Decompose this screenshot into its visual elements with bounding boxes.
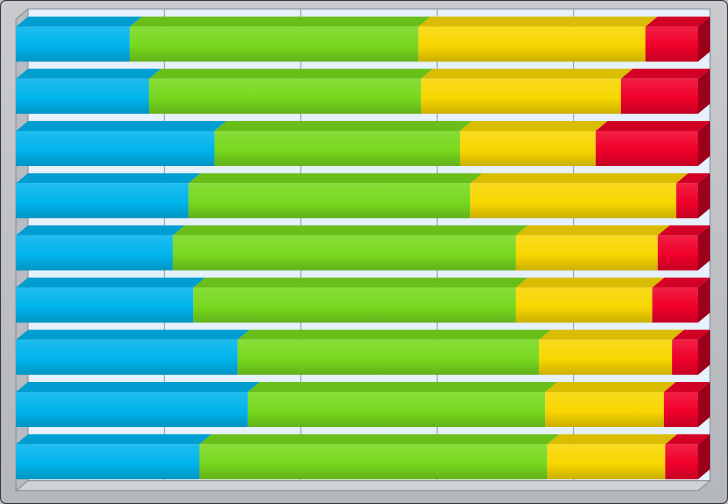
bar-segment-top	[515, 225, 670, 236]
bar-end-cap	[698, 16, 710, 62]
bar-segment-top	[16, 382, 260, 392]
bar-segment-top	[665, 434, 710, 445]
bar-segment-top	[459, 121, 608, 131]
bar-end-cap	[698, 121, 710, 166]
bar-segment	[595, 131, 698, 166]
bar-segment	[193, 287, 516, 323]
bar-segment-top	[595, 121, 710, 131]
bar-segment-top	[199, 434, 560, 445]
bar-segment	[16, 235, 173, 271]
bar-segment-top	[16, 173, 201, 184]
bar-segment	[539, 339, 673, 375]
bar-segment-top	[652, 277, 710, 288]
bar-segment	[188, 183, 471, 219]
bar-segment	[16, 131, 215, 166]
bar-segment-top	[188, 173, 483, 184]
bar-segment-top	[657, 225, 710, 236]
bar-segment-top	[539, 329, 685, 340]
bar-segment-top	[545, 382, 676, 392]
bar-segment	[16, 183, 189, 219]
bar-segment	[148, 78, 422, 114]
plot-floor	[14, 480, 712, 492]
bar-end-cap	[698, 434, 710, 480]
bar-segment-top	[214, 121, 472, 131]
bar-segment	[665, 444, 698, 480]
bar-segment	[199, 444, 548, 480]
bar-segment	[214, 131, 460, 166]
bar-segment	[247, 392, 546, 427]
bar-segment	[172, 235, 516, 271]
bar-segment	[676, 183, 698, 219]
bar-segment-top	[663, 382, 710, 392]
bar-segment-top	[16, 225, 185, 236]
bar-segment-top	[247, 382, 558, 392]
bar-segment	[545, 392, 664, 427]
bar-segment-top	[645, 16, 710, 27]
bar-segment	[237, 339, 540, 375]
bar-segment	[515, 287, 653, 323]
bar-segment	[547, 444, 666, 480]
bar-segment	[421, 78, 621, 114]
bar-segment-top	[470, 173, 689, 184]
bar-end-cap	[698, 329, 710, 375]
bar-segment	[418, 26, 646, 62]
bar-segment	[672, 339, 698, 375]
bar-segment-top	[418, 16, 658, 27]
bar-segment-top	[148, 68, 434, 79]
bar-segment-top	[16, 16, 142, 27]
bar-segment	[652, 287, 698, 323]
bar-end-cap	[698, 225, 710, 271]
bar-segment-top	[672, 329, 710, 340]
bar-segment	[620, 78, 698, 114]
bar-segment	[459, 131, 596, 166]
bar-end-cap	[698, 382, 710, 427]
bar-segment	[515, 235, 658, 271]
bar-segment-top	[547, 434, 678, 445]
bar-segment	[16, 339, 238, 375]
bar-segment	[657, 235, 698, 271]
bar-segment-top	[16, 277, 206, 288]
bar-segment	[470, 183, 677, 219]
bar-segment	[16, 78, 149, 114]
bar-segment-top	[421, 68, 633, 79]
bar-segment-top	[193, 277, 528, 288]
bar-segment-top	[172, 225, 528, 236]
bar-segment	[16, 444, 200, 480]
bar-segment-top	[515, 277, 665, 288]
bar-segment-top	[16, 121, 227, 131]
bar-segment-top	[237, 329, 552, 340]
bar-segment	[16, 392, 248, 427]
bar-segment	[663, 392, 698, 427]
bar-segment-top	[129, 16, 431, 27]
bar-segment	[16, 287, 194, 323]
bar-end-cap	[698, 173, 710, 219]
bar-segment-top	[620, 68, 710, 79]
bar-end-cap	[698, 277, 710, 323]
bar-segment-top	[16, 434, 212, 445]
bar-segment-top	[16, 68, 161, 79]
bar-segment	[129, 26, 419, 62]
bar-segment-top	[16, 329, 250, 340]
bar-segment	[645, 26, 698, 62]
bar-segment	[16, 26, 130, 62]
bar-segment-top	[676, 173, 710, 184]
bar-end-cap	[698, 68, 710, 114]
